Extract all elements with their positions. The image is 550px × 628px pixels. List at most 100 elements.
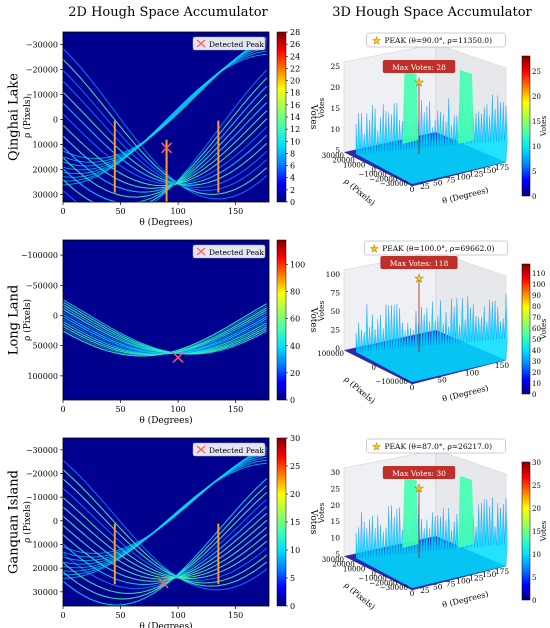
colorbar-tick-label: 12 [290,125,300,134]
max-votes-label: Max Votes: 118 [390,259,449,268]
rho-tick-label: −100000 [375,378,408,386]
z-tick-label: 75 [330,289,340,298]
row-label: Qinghai Lake [7,73,22,161]
max-votes-label: Max Votes: 30 [392,469,446,478]
rho-tick-label: 30000 [322,152,344,160]
hough-sinusoid [62,113,268,185]
y-tick-label: 0 [53,116,58,125]
surface-spikes [355,94,508,185]
colorbar-3d-tick-label: 50 [532,336,541,344]
surface-ridge [402,476,419,548]
hough-sinusoid [62,53,267,186]
colorbar-tick-label: 60 [290,315,300,324]
colorbar-3d-tick-label: 90 [532,292,541,300]
x-axis-label: θ (Degrees) [139,415,192,426]
row-label: Long Land [7,285,22,355]
theta-axis-label: θ (Degrees) [441,185,489,205]
z-tick-label: 20 [330,83,340,92]
hough-sinusoid [62,460,268,591]
peak-legend-box [366,32,506,48]
z-axis-label: Votes [317,301,326,323]
heatmap-frame [62,437,270,607]
detected-peak-marker [172,352,184,364]
theta-tick-label: 50 [437,376,447,385]
x-tick-label: 150 [228,611,243,620]
colorbar-3d-tick-label: 70 [532,314,541,322]
colorbar-3d-tick-label: 5 [532,168,536,176]
z-tick-label: 10 [330,534,340,543]
colorbar-3d-tick-label: 110 [532,270,545,278]
heatmap-frame [62,239,270,401]
y-tick-label: 50000 [33,342,58,351]
colorbar-2d [276,437,287,607]
y-axis-label: ρ (Pixels) [22,299,33,341]
colorbar-tick-label: 24 [290,52,300,61]
colorbar-3d-tick-label: 25 [532,68,541,76]
z-tick-label: 50 [330,307,340,316]
theta-tick-label: 75 [446,176,456,185]
theta-tick-label: 25 [420,182,430,191]
hough-sinusoid [62,70,268,192]
x-tick-label: 100 [170,207,185,216]
colorbar-3d-tick-label: 20 [532,369,541,377]
hough-sinusoid [62,515,268,579]
rho-tick-label: 0 [372,364,376,372]
colorbar-tick-label: 26 [290,40,300,49]
col-title-2d: 2D Hough Space Accumulator [68,5,268,20]
x-axis-label: θ (Degrees) [139,621,192,628]
theta-tick-label: 150 [495,361,510,370]
hough-sinusoid [62,85,268,203]
rho-tick-label: 10000 [343,161,365,169]
colorbar-tick-label: 4 [290,174,295,183]
peak-legend-star-icon: ★ [372,442,381,453]
colorbar-3d-tick-label: 60 [532,325,541,333]
z-tick-label: 30 [330,468,340,477]
hough-sinusoid [62,102,268,185]
y-tick-label: 20000 [33,564,58,573]
colorbar-tick-label: 20 [290,490,300,499]
theta-tick-label: 0 [410,589,415,598]
theta-tick-label: 50 [433,583,443,592]
surface-ridge [402,70,419,144]
legend-marker-icon [196,247,206,256]
max-votes-box [382,466,456,479]
rho-tick-label: −30000 [380,584,408,592]
z-tick-label: 0 [335,344,340,353]
colorbar-3d-tick-label: 15 [532,528,541,536]
peak-legend-label: PEAK (θ=100.0°, ρ=69662.0) [382,244,494,253]
y-tick-label: −20000 [26,66,58,75]
y-tick-label: 30000 [33,191,58,200]
z-tick-label: 25 [330,62,340,71]
z-tick-label: 100 [326,270,341,279]
rho-axis-label: ρ (Pixels) [342,375,376,406]
theta-tick-label: 150 [482,166,497,175]
col-title-3d: 3D Hough Space Accumulator [332,5,532,20]
z-tick-label: 15 [330,517,340,526]
rho-tick-label: 20000 [332,157,354,165]
x-tick-label: 50 [115,207,125,216]
legend-marker-icon [196,445,206,454]
theta-tick-label: 175 [495,567,510,576]
theta-tick-label: 75 [446,580,456,589]
y-tick-label: 0 [53,311,58,320]
max-votes-label: Max Votes: 28 [392,63,446,72]
y-axis-label: ρ (Pixels) [22,501,33,543]
theta-tick-label: 50 [433,179,443,188]
hough-sinusoid [62,102,268,193]
x-tick-label: 100 [170,405,185,414]
colorbar-label: Votes [308,104,318,130]
colorbar-tick-label: 10 [290,137,300,146]
rho-tick-label: 30000 [322,556,344,564]
hough-sinusoid [62,50,267,182]
y-tick-label: −10000 [26,91,58,100]
rho-tick-label: 0 [372,166,376,174]
peak-star-icon: ★ [414,76,424,89]
hough-sinusoid [62,299,267,355]
colorbar-3d-tick-label: 25 [532,482,541,490]
hough-sinusoid [62,303,267,357]
colorbar-3d [521,461,531,601]
colorbar-3d-tick-label: 0 [532,597,536,605]
theta-axis-label: θ (Degrees) [441,383,489,403]
hough-sinusoid [62,94,268,198]
